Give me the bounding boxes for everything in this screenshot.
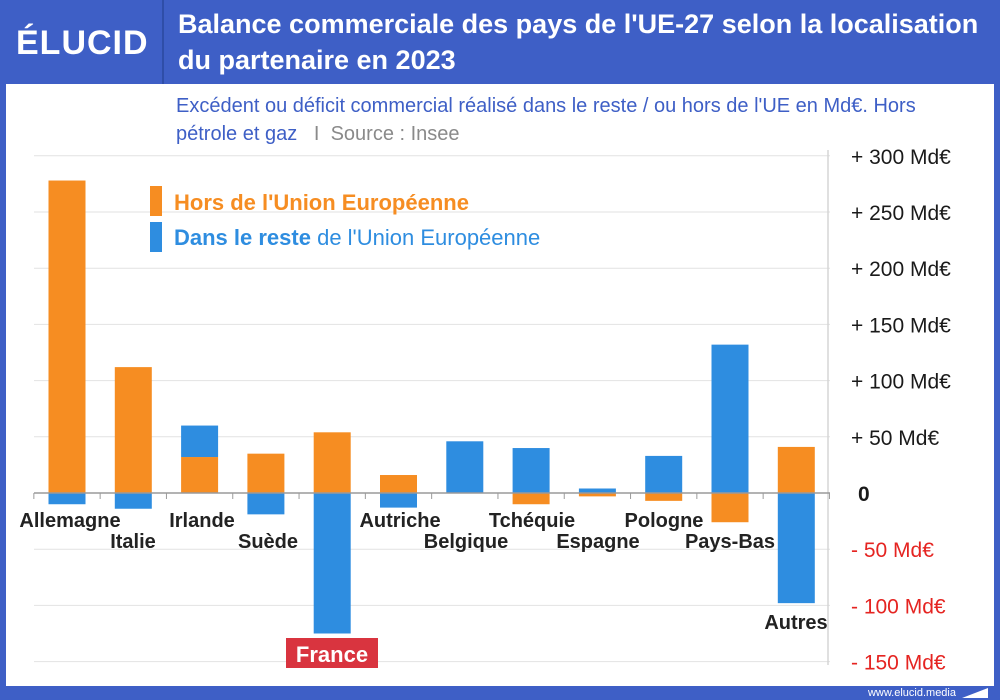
x-tick-label: Allemagne bbox=[19, 510, 120, 532]
bar-hors-ue bbox=[247, 453, 285, 493]
x-tick-label: Italie bbox=[110, 531, 156, 553]
x-tick-label: France bbox=[296, 642, 368, 667]
highlight-label-france: France bbox=[286, 638, 378, 668]
france-label-box bbox=[286, 638, 378, 668]
bar-dans-ue bbox=[380, 493, 417, 508]
y-tick-label: + 150 Md€ bbox=[851, 314, 951, 337]
header-divider bbox=[162, 0, 164, 84]
bar-hors-ue bbox=[578, 493, 616, 497]
subtitle-separator: I bbox=[313, 123, 320, 145]
bar-dans-ue bbox=[181, 425, 219, 458]
bar-dans-ue bbox=[446, 441, 484, 493]
bar-hors-ue bbox=[114, 367, 152, 493]
bar-hors-ue bbox=[313, 432, 351, 493]
y-tick-label: + 200 Md€ bbox=[851, 258, 951, 281]
legend-label-hors-ue: Hors de l'Union Européenne bbox=[174, 190, 469, 215]
chart-legend: Hors de l'Union Européenne Dans le reste … bbox=[150, 186, 540, 252]
x-tick-label: Suède bbox=[238, 531, 298, 553]
bar-hors-ue bbox=[380, 475, 417, 493]
bar-hors-ue bbox=[512, 493, 550, 505]
bar-hors-ue bbox=[777, 446, 815, 493]
elucid-logo: ÉLUCID bbox=[16, 24, 149, 62]
chart-title: Balance commerciale des pays de l'UE-27 … bbox=[178, 9, 979, 75]
header-bar bbox=[0, 0, 1000, 84]
y-tick-label: - 100 Md€ bbox=[851, 595, 946, 618]
subtitle-text: Excédent ou déficit commercial réalisé d… bbox=[176, 95, 916, 145]
bar-dans-ue bbox=[247, 493, 285, 515]
bar-hors-ue bbox=[645, 493, 683, 501]
x-tick-label: Pologne bbox=[625, 510, 704, 532]
y-tick-label: - 150 Md€ bbox=[851, 652, 946, 675]
bar-hors-ue bbox=[48, 180, 86, 493]
chart-subtitle: Excédent ou déficit commercial réalisé d… bbox=[176, 92, 976, 148]
y-tick-label: + 100 Md€ bbox=[851, 371, 951, 394]
y-tick-label: - 50 Md€ bbox=[851, 539, 934, 562]
bar-dans-ue bbox=[114, 493, 152, 509]
legend-label-dans-ue-rest: de l'Union Européenne bbox=[311, 225, 540, 250]
x-tick-label: Belgique bbox=[424, 531, 508, 553]
legend-label-dans-ue-strong: Dans le reste bbox=[174, 225, 311, 250]
y-tick-label: + 50 Md€ bbox=[851, 427, 939, 450]
legend-label-dans-ue: Dans le reste de l'Union Européenne bbox=[174, 225, 540, 250]
x-tick-label: Irlande bbox=[169, 510, 235, 532]
legend-swatch-dans-ue bbox=[150, 222, 162, 252]
bar-dans-ue bbox=[578, 488, 616, 493]
x-tick-label: Autres bbox=[764, 612, 827, 634]
chart-panel bbox=[6, 84, 994, 686]
bar-hors-ue bbox=[711, 493, 749, 523]
y-tick-label: 0 bbox=[858, 483, 870, 506]
elucid-mark-icon bbox=[962, 688, 988, 698]
bar-dans-ue bbox=[313, 493, 351, 634]
bar-dans-ue bbox=[777, 493, 815, 604]
y-tick-label: + 250 Md€ bbox=[851, 202, 951, 225]
bar-dans-ue bbox=[711, 344, 749, 493]
legend-swatch-hors-ue bbox=[150, 186, 162, 216]
bar-hors-ue bbox=[181, 457, 219, 493]
x-tick-label: Tchéquie bbox=[489, 510, 575, 532]
footer-url: www.elucid.media bbox=[867, 687, 956, 699]
x-tick-label: Autriche bbox=[359, 510, 440, 532]
bar-dans-ue bbox=[48, 493, 86, 505]
source-label: Source : Insee bbox=[330, 123, 460, 145]
bar-dans-ue bbox=[645, 455, 683, 493]
x-tick-label: Pays-Bas bbox=[685, 531, 775, 553]
bar-dans-ue bbox=[512, 448, 550, 493]
x-tick-label: Espagne bbox=[556, 531, 639, 553]
y-tick-label: + 300 Md€ bbox=[851, 146, 951, 169]
